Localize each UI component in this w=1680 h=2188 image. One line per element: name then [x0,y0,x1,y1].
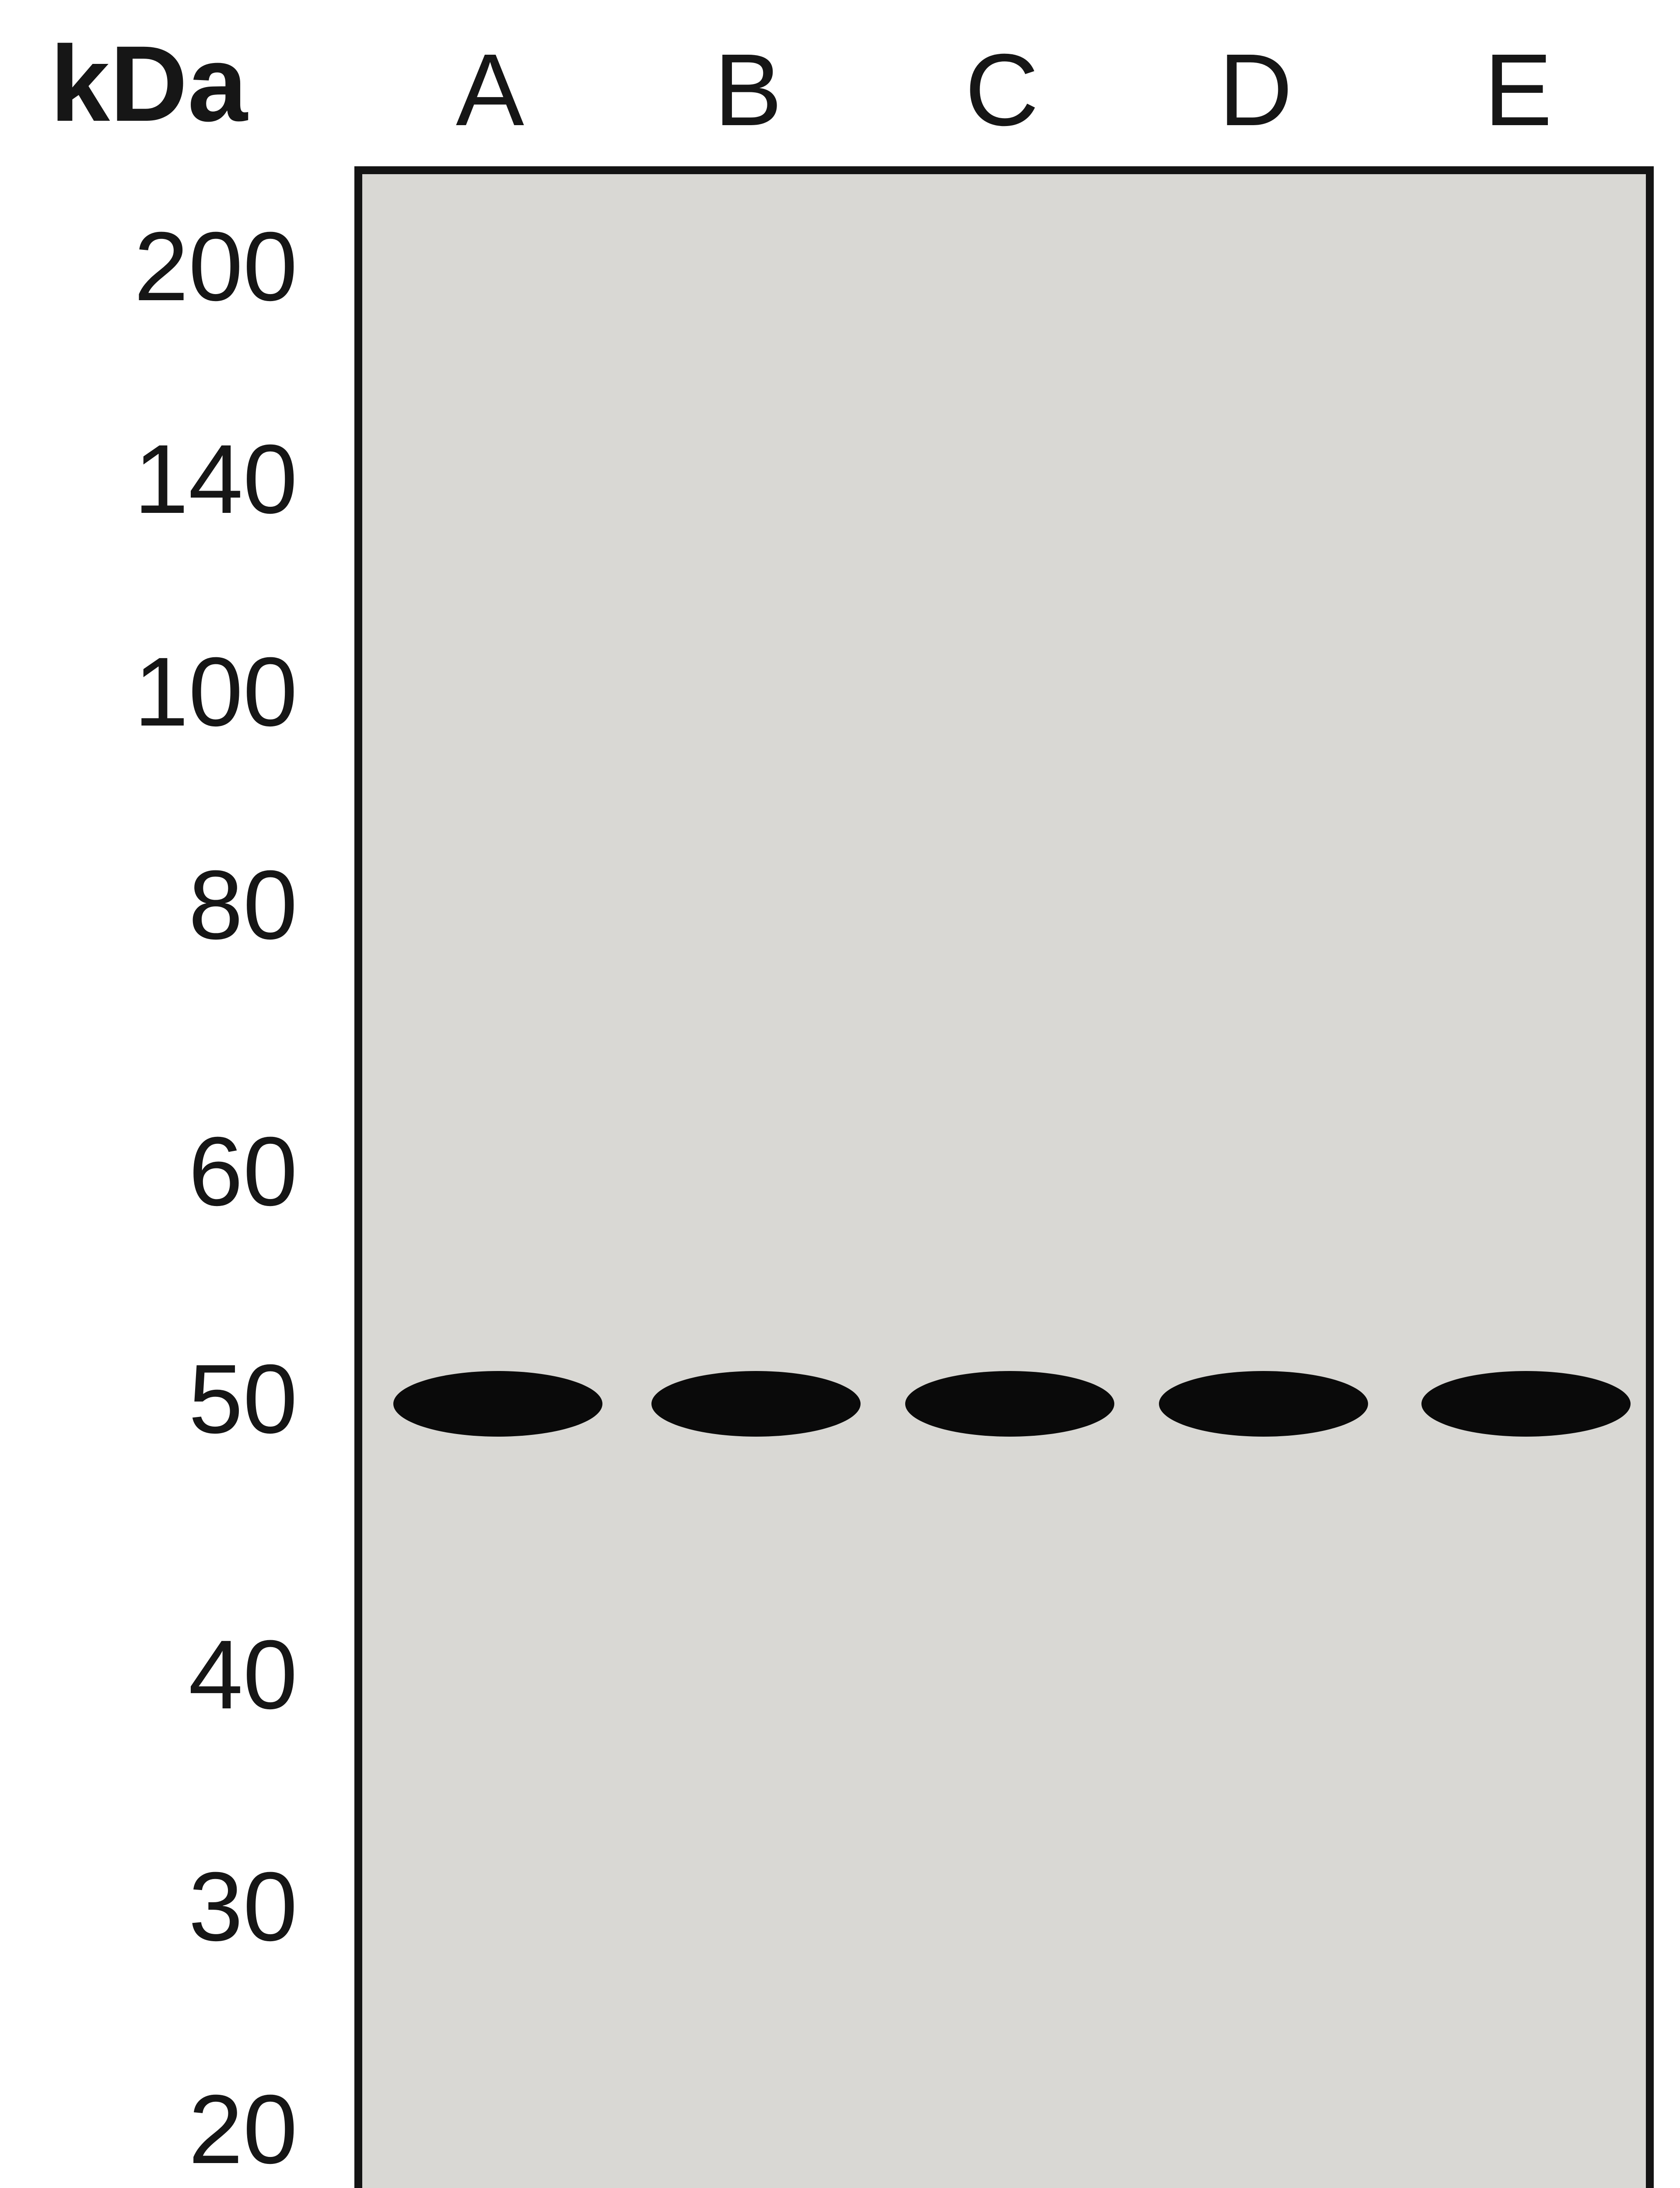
kda-axis-label: kDa [18,22,280,146]
band-lane-C [905,1371,1114,1437]
mw-tick-20: 20 [0,2073,298,2186]
band-lane-E [1421,1371,1631,1437]
band-lane-B [651,1371,861,1437]
mw-tick-80: 80 [0,849,298,961]
mw-tick-30: 30 [0,1851,298,1963]
mw-tick-200: 200 [0,210,298,323]
western-blot-figure: kDa A B C D E 200 140 100 80 60 50 40 30… [0,0,1680,2188]
mw-tick-60: 60 [0,1115,298,1228]
mw-tick-40: 40 [0,1619,298,1731]
blot-membrane [354,166,1654,2188]
band-lane-D [1159,1371,1368,1437]
mw-tick-100: 100 [0,636,298,748]
lane-label-B: B [682,31,814,149]
lane-label-C: C [936,31,1068,149]
mw-tick-50: 50 [0,1343,298,1455]
lane-label-A: A [424,31,556,149]
mw-tick-140: 140 [0,423,298,536]
lane-label-D: D [1190,31,1321,149]
band-lane-A [393,1371,602,1437]
lane-label-E: E [1452,31,1584,149]
